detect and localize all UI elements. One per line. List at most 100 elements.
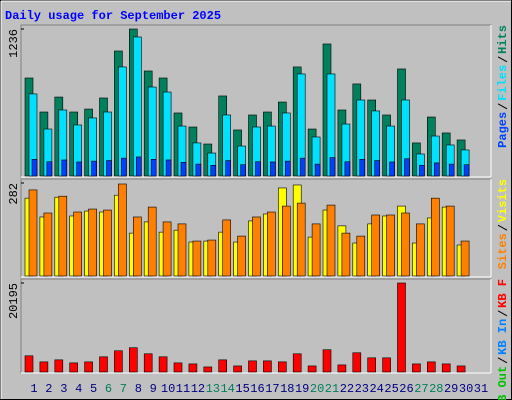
legend-separator: [497, 56, 508, 63]
y-tick: 1236: [7, 29, 21, 58]
bar: [188, 363, 198, 373]
legend: Hits Files Pages: [496, 25, 510, 148]
y-tick: 20195: [7, 283, 21, 319]
x-tick-label: 18: [280, 382, 294, 396]
x-tick-label: 29: [444, 382, 458, 396]
x-tick-label: 26: [399, 382, 413, 396]
bar: [192, 240, 202, 277]
x-tick-label: 25: [384, 382, 398, 396]
legend-separator: [497, 103, 508, 110]
legend-label: KB F: [496, 279, 510, 308]
bar: [69, 362, 78, 373]
y-tick-label: 1236: [7, 29, 21, 58]
bar: [344, 161, 351, 177]
bar: [88, 208, 97, 277]
bar: [341, 232, 351, 277]
bar: [180, 162, 187, 177]
bar: [263, 360, 272, 373]
bar: [225, 160, 231, 177]
x-tick-label: 5: [90, 382, 97, 396]
bar: [103, 209, 112, 277]
legend-label: Visits: [496, 179, 510, 222]
legend-label: Pages: [496, 112, 510, 148]
bar: [248, 360, 257, 373]
x-tick-label: 22: [340, 382, 354, 396]
bar: [430, 197, 440, 277]
bar: [177, 223, 187, 277]
bar: [133, 36, 142, 177]
x-tick-label: 23: [355, 382, 369, 396]
bar: [314, 163, 321, 177]
bar: [371, 214, 381, 277]
legend-label: Sites: [496, 233, 510, 269]
x-tick-label: 27: [414, 382, 428, 396]
bar: [386, 214, 395, 277]
bar: [218, 359, 227, 373]
bar: [419, 164, 425, 177]
bar: [136, 156, 142, 177]
y-tick-label: 20195: [7, 283, 21, 319]
bar: [158, 356, 168, 373]
legend-separator: [497, 357, 508, 364]
x-tick-label: 7: [120, 382, 127, 396]
bar: [448, 163, 455, 177]
x-tick-label: 1: [30, 382, 37, 396]
bar: [99, 356, 108, 373]
bar: [58, 195, 68, 277]
bar: [43, 212, 53, 277]
x-tick-label: 14: [220, 382, 234, 396]
bar: [270, 161, 276, 177]
bar: [281, 205, 291, 277]
bar: [404, 158, 410, 177]
bar: [382, 357, 391, 373]
legend: Visits Sites: [496, 179, 510, 269]
x-tick-label: 30: [459, 382, 473, 396]
bar: [61, 159, 68, 177]
legend-label: KB In: [496, 319, 510, 355]
x-tick-label: 20: [310, 382, 324, 396]
plot-area: [20, 278, 492, 374]
legend-separator: [497, 310, 508, 317]
bar: [143, 353, 153, 373]
legend: KB F KB In KB Out: [496, 279, 510, 400]
chart-title: Daily usage for September 2025: [5, 9, 221, 23]
bar: [367, 357, 377, 373]
bar: [240, 164, 246, 177]
bar: [91, 160, 97, 177]
bar: [121, 157, 127, 177]
x-tick-label: 19: [295, 382, 309, 396]
y-tick: 282: [7, 183, 21, 205]
bar: [329, 157, 336, 177]
x-tick-label: 3: [60, 382, 67, 396]
bar: [118, 183, 127, 277]
bar: [322, 349, 332, 373]
bar: [352, 352, 362, 373]
bar: [106, 160, 112, 177]
x-tick-label: 28: [429, 382, 443, 396]
bar: [147, 206, 157, 277]
x-tick-label: 21: [325, 382, 339, 396]
bar: [114, 350, 123, 373]
bar: [129, 347, 138, 373]
bar: [401, 212, 410, 277]
x-tick-label: 15: [235, 382, 249, 396]
bar: [416, 223, 425, 277]
x-tick-label: 2: [45, 382, 52, 396]
bar: [445, 205, 455, 277]
x-tick-label: 17: [265, 382, 279, 396]
bar: [28, 189, 38, 277]
bar: [233, 365, 242, 373]
bar: [31, 159, 38, 177]
bar: [460, 240, 470, 277]
bar: [299, 157, 306, 177]
bar: [150, 159, 157, 177]
x-tick-label: 16: [250, 382, 264, 396]
bar: [433, 162, 440, 177]
bar: [173, 362, 183, 373]
bar: [222, 219, 231, 277]
bar: [76, 161, 82, 177]
bar: [426, 361, 436, 373]
x-tick-label: 11: [176, 382, 190, 396]
bar: [337, 364, 347, 373]
